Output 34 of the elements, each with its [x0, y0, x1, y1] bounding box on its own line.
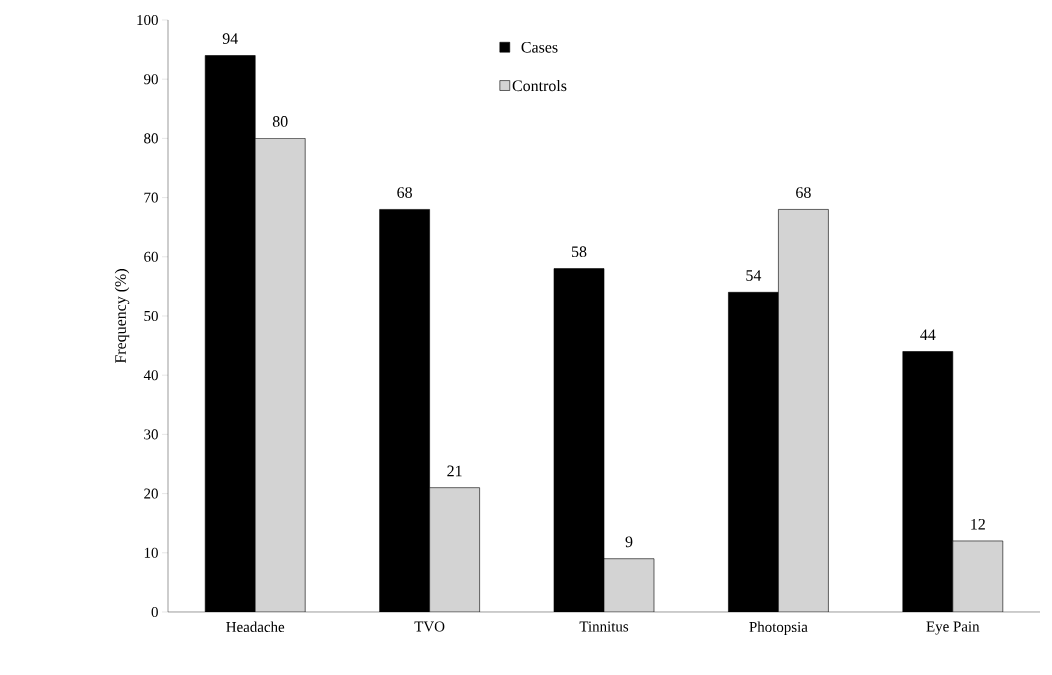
x-tick-label: Photopsia	[749, 621, 808, 636]
x-tick-label: Headache	[226, 621, 285, 633]
bar	[604, 558, 655, 612]
bar	[778, 209, 829, 612]
y-tick-label: 80	[144, 133, 158, 144]
data-label: 44	[920, 329, 936, 340]
x-tick-label: Tinnitus	[579, 621, 629, 632]
y-tick-label: 100	[137, 14, 158, 26]
bar	[429, 487, 480, 612]
bar	[952, 540, 1004, 612]
bar	[255, 138, 306, 612]
data-label: 94	[222, 33, 238, 44]
y-tick-label: 50	[144, 310, 158, 322]
y-tick-label: 90	[144, 74, 158, 85]
data-label: 9	[625, 536, 633, 548]
data-label: 54	[746, 270, 762, 281]
data-label: 68	[397, 187, 412, 198]
y-tick-label: 70	[144, 192, 158, 203]
y-tick-label: 0	[151, 606, 158, 618]
x-tick-label: Eye Pain	[926, 621, 980, 635]
y-tick-label: 60	[144, 251, 158, 262]
x-tick-label: TVO	[414, 621, 445, 632]
data-label: 58	[571, 246, 587, 258]
data-label: 68	[796, 187, 811, 198]
data-label: 12	[971, 518, 985, 530]
y-axis-title: Frequency (%)	[114, 269, 130, 364]
y-tick-label: 40	[143, 370, 158, 381]
legend-label: Cases	[521, 41, 558, 53]
y-tick-label: 10	[144, 547, 158, 558]
y-tick-label: 30	[144, 429, 158, 440]
legend-label: Controls	[512, 79, 567, 92]
y-tick-label: 20	[144, 488, 158, 499]
data-label: 21	[447, 465, 462, 477]
data-label: 80	[272, 116, 288, 127]
